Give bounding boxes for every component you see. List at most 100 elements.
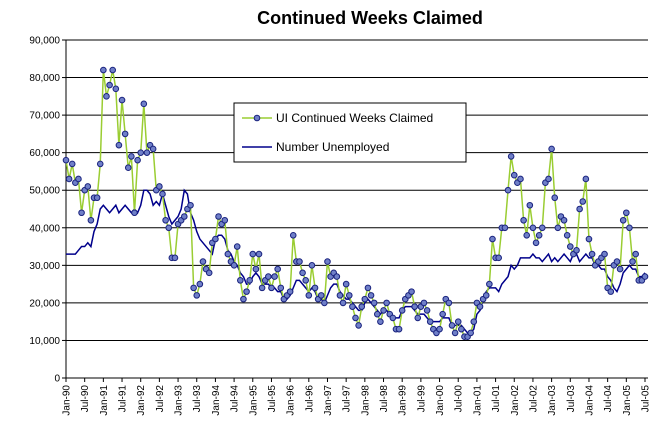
- data-point: [629, 258, 636, 265]
- data-point: [193, 292, 201, 299]
- data-point: [607, 288, 615, 295]
- data-point: [286, 288, 294, 295]
- y-tick-label: 90,000: [29, 36, 60, 47]
- data-point: [370, 299, 378, 307]
- data-point: [336, 292, 344, 299]
- data-point: [109, 66, 116, 74]
- data-point: [355, 322, 362, 329]
- data-point: [411, 303, 418, 310]
- x-tick-label: Jul-91: [118, 385, 129, 413]
- data-point: [377, 318, 384, 325]
- data-point: [324, 258, 331, 265]
- data-point: [140, 100, 148, 108]
- data-point: [317, 292, 325, 299]
- data-point: [121, 130, 129, 138]
- data-point: [560, 216, 568, 224]
- data-point: [308, 262, 316, 269]
- data-point: [299, 269, 306, 277]
- y-tick-label: 60,000: [29, 148, 60, 159]
- data-point: [103, 93, 110, 100]
- data-point: [224, 250, 232, 258]
- data-point: [190, 284, 197, 292]
- x-tick-label: Jan-99: [398, 385, 409, 416]
- data-point: [249, 250, 257, 258]
- x-tick-label: Jan-95: [248, 385, 259, 416]
- x-tick-label: Jan-96: [286, 385, 297, 416]
- data-point: [205, 269, 213, 277]
- data-point: [538, 224, 546, 232]
- data-point: [495, 254, 502, 262]
- data-point: [115, 141, 123, 149]
- data-point: [601, 250, 608, 258]
- data-point: [489, 235, 496, 243]
- data-point: [395, 325, 403, 333]
- x-tick-label: Jul-93: [192, 385, 203, 413]
- data-point: [451, 329, 459, 337]
- data-point: [112, 85, 120, 93]
- data-point: [246, 277, 253, 284]
- data-point: [180, 213, 188, 220]
- data-point: [230, 262, 238, 269]
- data-point: [454, 318, 462, 325]
- data-point: [426, 318, 434, 325]
- data-point: [482, 292, 490, 299]
- data-point: [439, 310, 446, 318]
- data-point: [383, 299, 390, 307]
- data-point: [252, 265, 260, 273]
- data-point: [507, 153, 515, 160]
- data-point: [358, 303, 366, 310]
- data-point: [467, 329, 474, 337]
- data-point: [305, 292, 313, 299]
- data-point: [221, 216, 229, 224]
- data-point: [321, 299, 328, 307]
- data-point: [551, 194, 559, 202]
- x-tick-label: Jul-98: [379, 385, 390, 413]
- data-point: [420, 299, 428, 307]
- data-point: [373, 310, 381, 318]
- x-tick-label: Jul-97: [342, 385, 353, 413]
- x-tick-label: Jul-04: [603, 385, 614, 413]
- data-point: [243, 288, 250, 295]
- data-point: [398, 307, 406, 314]
- data-point: [535, 231, 543, 239]
- data-point: [486, 280, 493, 288]
- data-point: [380, 307, 387, 314]
- data-point: [165, 224, 173, 232]
- data-point: [458, 325, 465, 333]
- x-tick-label: Jan-04: [584, 385, 595, 416]
- y-tick-label: 50,000: [29, 186, 60, 197]
- x-tick-label: Jul-92: [155, 385, 166, 413]
- x-tick-label: Jul-94: [230, 385, 241, 413]
- y-tick-label: 80,000: [29, 73, 60, 84]
- data-point: [579, 198, 587, 205]
- data-point: [75, 175, 82, 183]
- data-point: [339, 299, 347, 307]
- data-point: [237, 277, 244, 284]
- data-point: [613, 258, 621, 265]
- data-point: [576, 205, 583, 213]
- data-point: [143, 149, 151, 156]
- data-point: [274, 265, 281, 273]
- data-point: [196, 280, 204, 288]
- data-point: [476, 303, 484, 310]
- data-point: [271, 273, 278, 280]
- data-point: [277, 284, 285, 292]
- y-tick-label: 0: [54, 374, 60, 385]
- data-point: [616, 265, 624, 273]
- data-point: [215, 213, 222, 220]
- data-point: [523, 231, 531, 239]
- chart-title: Continued Weeks Claimed: [257, 8, 483, 28]
- x-tick-label: Jan-00: [435, 385, 446, 416]
- x-tick-label: Jan-05: [622, 385, 633, 416]
- data-point: [423, 307, 431, 314]
- data-point: [258, 284, 266, 292]
- x-tick-label: Jan-92: [136, 385, 147, 416]
- series-line: [66, 188, 646, 334]
- data-point: [641, 273, 649, 280]
- x-tick-label: Jan-97: [323, 385, 334, 416]
- x-tick-label: Jan-94: [211, 385, 222, 416]
- data-point: [588, 250, 596, 258]
- x-tick-label: Jan-02: [510, 385, 521, 416]
- data-point: [470, 318, 478, 325]
- x-tick-label: Jul-03: [566, 385, 577, 413]
